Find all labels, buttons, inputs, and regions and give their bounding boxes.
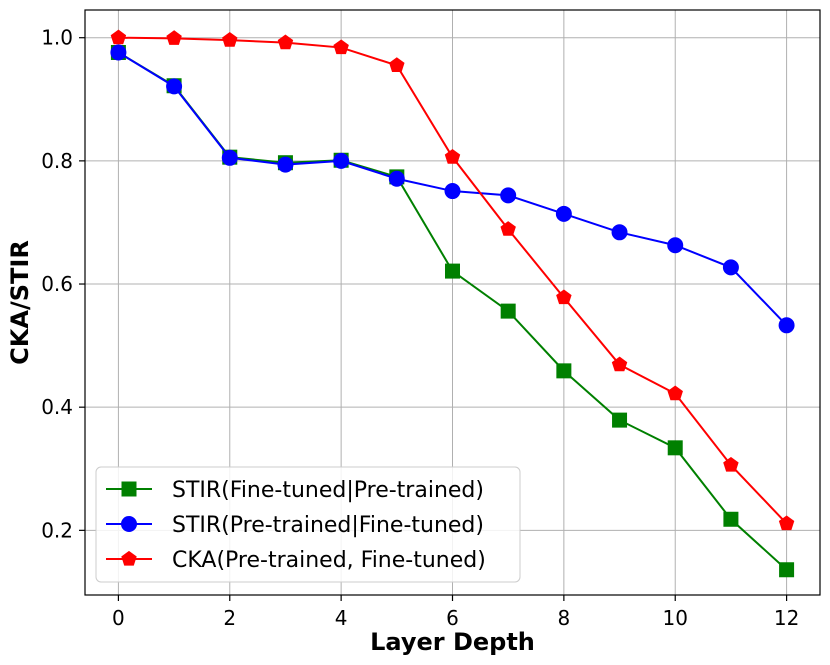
legend: STIR(Fine-tuned|Pre-trained) STIR(Pre-tra…: [95, 466, 521, 583]
data-point: [500, 221, 516, 236]
data-point: [221, 149, 238, 166]
data-point: [778, 515, 795, 531]
x-tick-label: 10: [663, 606, 688, 630]
legend-label: STIR(Pre-trained|Fine-tuned): [172, 513, 484, 538]
y-tick-label: 1.0: [41, 26, 73, 50]
y-tick-label: 0.8: [41, 149, 73, 173]
data-point: [333, 152, 350, 169]
data-point: [277, 156, 294, 173]
data-point: [667, 440, 683, 456]
data-point: [667, 385, 683, 401]
y-axis-label: CKA/STIR: [6, 240, 34, 365]
y-tick-label: 0.4: [41, 395, 73, 419]
x-tick-label: 8: [557, 606, 570, 630]
legend-marker: [121, 550, 137, 566]
data-point: [500, 303, 516, 319]
data-point: [723, 511, 739, 527]
data-point: [556, 289, 572, 305]
x-tick-label: 6: [446, 606, 459, 630]
data-point: [612, 412, 628, 428]
data-point: [110, 29, 127, 45]
data-point: [667, 237, 684, 254]
data-point: [166, 78, 183, 95]
axis-ticks: 0 2 4 6 8 10 12 0.2 0.4 0.6 0.8 1.0: [41, 26, 799, 630]
data-point: [611, 224, 628, 241]
data-point: [389, 57, 405, 72]
series-3: [110, 29, 795, 531]
data-point: [333, 39, 349, 55]
y-tick-label: 0.6: [41, 272, 73, 296]
legend-label: STIR(Fine-tuned|Pre-trained): [172, 478, 484, 503]
legend-item: STIR(Fine-tuned|Pre-trained): [106, 478, 484, 503]
legend-box: [95, 466, 521, 583]
data-point: [166, 30, 182, 45]
legend-marker: [121, 481, 137, 497]
x-tick-label: 4: [335, 606, 348, 630]
x-tick-label: 12: [774, 606, 799, 630]
series-layer: [110, 29, 795, 578]
data-point: [611, 356, 628, 372]
data-point: [779, 562, 795, 578]
data-point: [445, 263, 460, 279]
data-point: [722, 259, 739, 276]
data-point: [277, 34, 294, 50]
data-point: [556, 363, 572, 379]
data-point: [110, 44, 127, 61]
y-tick-label: 0.2: [41, 518, 73, 542]
data-point: [723, 456, 739, 472]
data-point: [778, 317, 795, 334]
data-point: [500, 187, 517, 204]
legend-item: STIR(Pre-trained|Fine-tuned): [106, 513, 484, 538]
data-point: [388, 170, 405, 187]
data-point: [222, 32, 238, 47]
x-axis-label: Layer Depth: [370, 628, 535, 656]
legend-marker: [121, 516, 137, 532]
data-point: [555, 205, 572, 222]
legend-item: CKA(Pre-trained, Fine-tuned): [106, 548, 486, 573]
data-point: [444, 149, 461, 164]
series-2: [110, 44, 795, 334]
legend-label: CKA(Pre-trained, Fine-tuned): [172, 548, 486, 573]
data-point: [444, 183, 461, 200]
x-tick-label: 2: [223, 606, 236, 630]
x-tick-label: 0: [112, 606, 125, 630]
